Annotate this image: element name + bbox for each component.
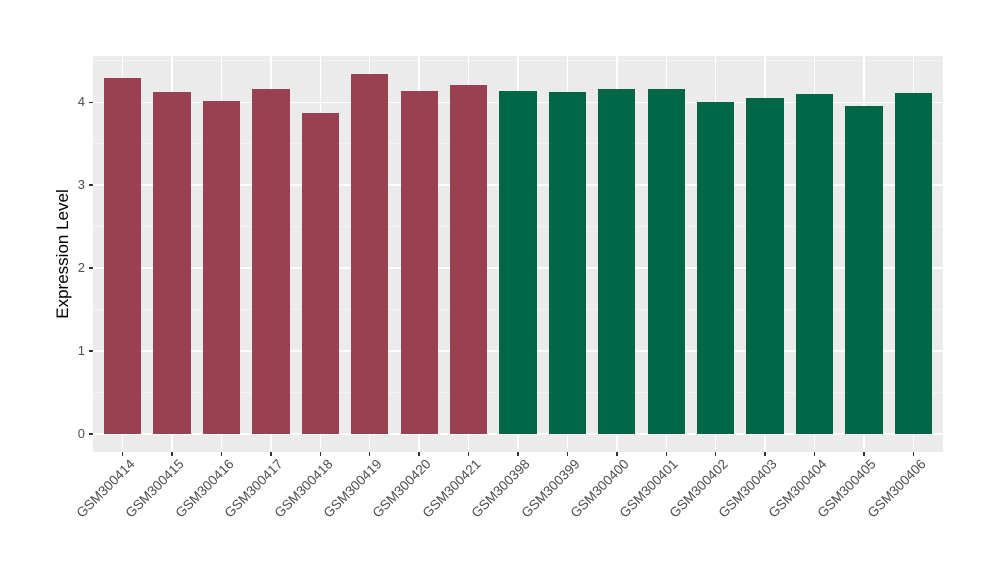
x-tick — [714, 452, 717, 456]
bar — [351, 74, 389, 434]
bar — [103, 77, 142, 434]
x-tick — [517, 452, 519, 456]
bar — [252, 89, 290, 434]
x-tick — [418, 452, 420, 456]
bar — [795, 94, 834, 434]
x-tick — [616, 452, 618, 456]
bar — [153, 91, 191, 434]
y-tick-label: 0 — [77, 425, 85, 441]
x-tick — [319, 452, 322, 456]
y-tick-label: 4 — [77, 94, 85, 110]
y-tick — [89, 433, 93, 435]
x-tick — [220, 452, 223, 456]
bar — [746, 98, 784, 434]
y-tick-label: 2 — [77, 260, 85, 276]
x-tick — [566, 452, 569, 456]
bar — [598, 89, 636, 434]
bar — [548, 92, 587, 434]
x-tick — [368, 452, 371, 456]
bar — [647, 89, 685, 434]
y-tick — [89, 184, 93, 186]
y-tick — [89, 101, 93, 104]
x-tick — [171, 452, 173, 456]
bar — [845, 105, 883, 434]
bar — [449, 84, 488, 434]
bar — [894, 93, 932, 434]
x-tick — [121, 452, 124, 456]
x-tick — [912, 452, 915, 456]
bar — [400, 90, 438, 434]
y-tick — [89, 350, 93, 352]
bar — [697, 101, 735, 434]
bar — [202, 100, 241, 434]
bar — [301, 113, 339, 434]
y-tick-label: 3 — [77, 177, 85, 193]
x-tick — [764, 452, 766, 456]
x-tick — [813, 452, 816, 456]
y-axis-title: Expression Level — [53, 189, 72, 319]
x-tick — [665, 452, 667, 456]
y-tick — [89, 267, 93, 269]
plot-panel — [93, 56, 943, 452]
y-tick-label: 1 — [77, 342, 85, 358]
x-tick — [863, 452, 865, 456]
bar — [499, 90, 537, 434]
x-tick — [270, 452, 272, 456]
x-tick — [467, 452, 470, 456]
